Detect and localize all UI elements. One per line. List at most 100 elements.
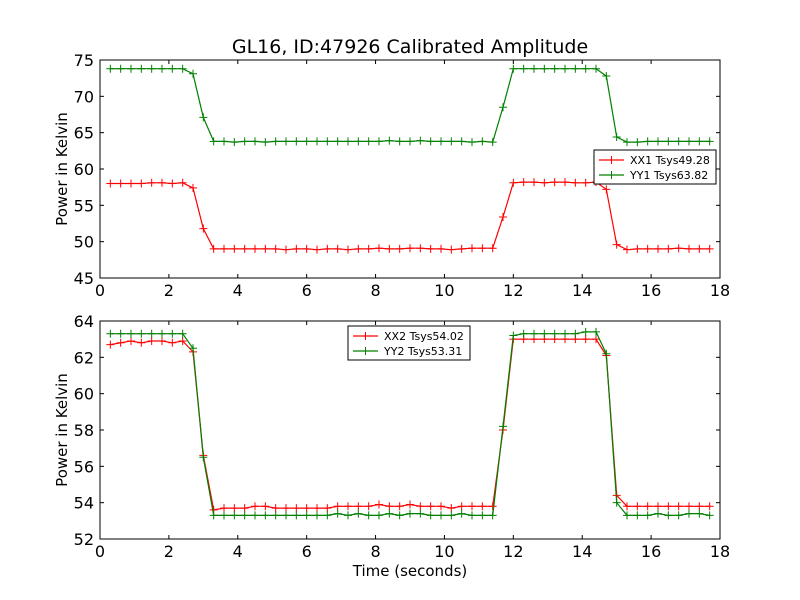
data-point-marker — [437, 137, 445, 146]
data-point-marker — [333, 502, 342, 511]
x-tick-label: 0 — [95, 281, 105, 300]
data-point-marker — [654, 244, 662, 253]
top-panel: 0 2 4 6 8 10 12 14 16 18 45 50 55 60 65 70 75 Power in Ke… — [53, 51, 730, 300]
data-point-marker — [643, 502, 652, 511]
data-point-marker — [116, 64, 125, 73]
data-point-marker — [457, 509, 466, 518]
data-point-marker — [395, 502, 404, 511]
data-point-marker — [292, 504, 301, 513]
data-point-marker — [116, 329, 125, 338]
data-point-marker — [406, 500, 414, 509]
y-tick-label: 45 — [74, 269, 94, 288]
data-point-marker — [261, 511, 270, 520]
data-point-marker — [292, 244, 301, 253]
data-point-marker — [333, 137, 342, 146]
data-point-marker — [468, 244, 476, 253]
data-point-marker — [220, 511, 228, 520]
data-point-marker — [705, 244, 714, 253]
x-tick-label: 8 — [370, 542, 380, 561]
data-point-marker — [116, 338, 125, 347]
data-point-marker — [230, 244, 239, 253]
data-point-marker — [240, 244, 249, 253]
x-tick-label: 10 — [434, 542, 454, 561]
data-point-marker — [302, 511, 311, 520]
legend-swatch-marker — [361, 347, 370, 355]
data-point-marker — [581, 327, 590, 336]
data-point-marker — [261, 244, 270, 253]
y-tick-label: 52 — [74, 530, 94, 549]
data-point-marker — [457, 244, 466, 253]
data-point-marker — [168, 64, 177, 73]
data-point-marker — [168, 329, 177, 338]
legend-box — [593, 149, 717, 185]
x-tick-label: 14 — [572, 542, 592, 561]
legend-swatch-marker — [361, 332, 370, 340]
data-point-marker — [364, 502, 373, 511]
data-point-marker — [488, 511, 497, 520]
data-point-marker — [592, 64, 600, 73]
data-point-marker — [530, 64, 538, 73]
data-point-marker — [509, 178, 518, 187]
data-point-marker — [106, 340, 115, 349]
legend-swatch-marker — [607, 171, 616, 179]
data-point-marker — [457, 502, 466, 511]
data-point-marker — [137, 338, 146, 347]
data-point-marker — [664, 244, 673, 253]
data-point-marker — [447, 504, 456, 513]
x-axis-label: Time (seconds) — [352, 562, 468, 580]
data-point-marker — [478, 502, 487, 511]
data-point-marker — [623, 138, 631, 147]
data-point-marker — [437, 244, 445, 253]
x-tick-label: 18 — [710, 542, 730, 561]
data-point-marker — [302, 137, 311, 146]
data-point-marker — [271, 244, 280, 253]
x-tick-label: 16 — [641, 281, 661, 300]
x-tick-label: 12 — [503, 542, 523, 561]
data-point-marker — [695, 509, 704, 518]
data-point-marker — [116, 179, 125, 188]
data-point-marker — [251, 502, 259, 511]
y-tick-label: 56 — [74, 457, 94, 476]
data-point-marker — [106, 329, 115, 338]
data-point-marker — [519, 64, 528, 73]
data-point-marker — [437, 502, 445, 511]
data-point-marker — [602, 349, 611, 358]
y-tick-label: 60 — [74, 385, 94, 404]
data-point-marker — [643, 244, 652, 253]
data-point-marker — [344, 137, 352, 146]
data-point-marker — [271, 511, 280, 520]
data-point-marker — [447, 511, 456, 520]
y-tick-label: 75 — [74, 51, 94, 70]
data-point-marker — [168, 179, 177, 188]
data-point-marker — [664, 137, 673, 146]
y-tick-label: 65 — [74, 124, 94, 143]
data-point-marker — [282, 511, 290, 520]
data-point-marker — [437, 511, 445, 520]
data-point-marker — [137, 329, 146, 338]
data-point-marker — [127, 64, 135, 73]
data-point-marker — [240, 504, 249, 513]
data-point-marker — [705, 502, 714, 511]
data-point-marker — [178, 178, 187, 187]
legend-label: XX1 Tsys49.28 — [630, 154, 710, 167]
data-point-marker — [230, 138, 239, 147]
data-point-marker — [323, 511, 332, 520]
data-point-marker — [240, 137, 249, 146]
data-point-marker — [406, 509, 414, 518]
data-point-marker — [695, 502, 704, 511]
data-point-marker — [468, 511, 476, 520]
y-axis-label: Power in Kelvin — [53, 112, 71, 226]
data-point-marker — [375, 511, 383, 520]
y-tick-label: 62 — [74, 348, 94, 367]
bottom-panel: 0 2 4 6 8 10 12 14 16 18 52 54 56 58 60 62 64 Power in Ke… — [53, 312, 730, 580]
y-tick-label: 58 — [74, 421, 94, 440]
data-point-marker — [447, 245, 456, 254]
data-point-marker — [540, 329, 549, 338]
data-point-marker — [147, 329, 156, 338]
y-tick-label: 55 — [74, 196, 94, 215]
y-tick-label: 64 — [74, 312, 94, 331]
data-point-marker — [468, 138, 476, 147]
data-point-marker — [612, 133, 621, 142]
data-point-marker — [674, 511, 683, 520]
data-point-marker — [561, 64, 569, 73]
